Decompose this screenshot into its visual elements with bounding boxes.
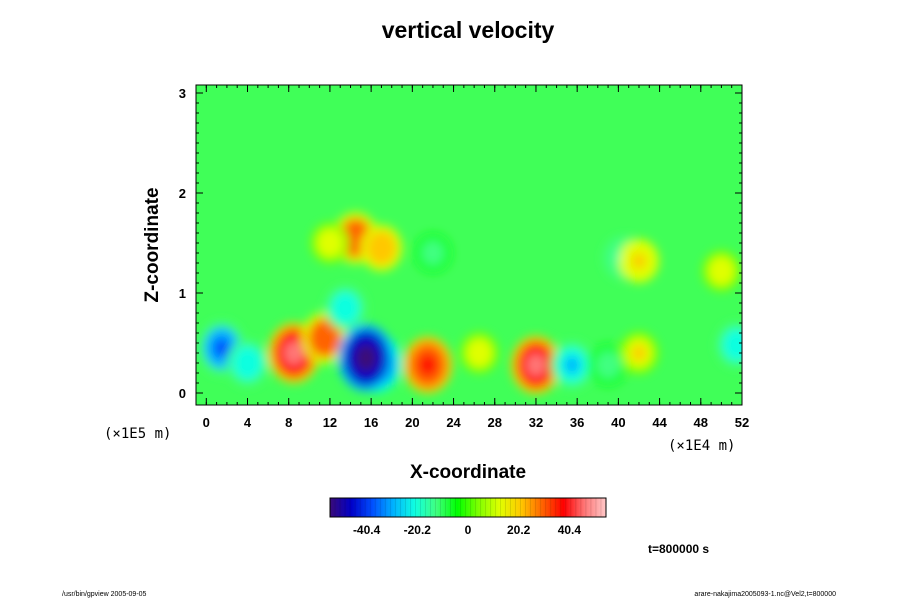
- x-tick-label: 52: [735, 415, 749, 430]
- colorbar: [329, 497, 607, 518]
- x-tick-label: 24: [446, 415, 461, 430]
- z-tick-label: 0: [179, 386, 186, 401]
- plot-frame: [195, 84, 743, 406]
- x-tick-label: 0: [203, 415, 210, 430]
- x-tick-label: 28: [488, 415, 502, 430]
- colorbar-tick-label: 20.2: [507, 523, 531, 537]
- heatmap-feature-core: [316, 328, 334, 348]
- z-tick-label: 1: [179, 286, 186, 301]
- time-label: t=800000 s: [648, 542, 709, 556]
- heatmap-feature-core: [374, 239, 389, 257]
- heatmap-feature-core: [426, 246, 440, 260]
- x-tick-label: 36: [570, 415, 584, 430]
- heatmap-feature-core: [564, 356, 580, 374]
- x-tick-label: 16: [364, 415, 378, 430]
- footer-right: arare-nakajima2005093-1.nc@Vel2,t=800000: [694, 591, 836, 598]
- x-axis-label: X-coordinate: [410, 462, 526, 483]
- x-tick-label: 4: [244, 415, 252, 430]
- heatmap-feature-core: [714, 263, 728, 279]
- heatmap-feature-core: [240, 354, 255, 372]
- heatmap-feature-core: [213, 337, 231, 359]
- heatmap-feature-core: [729, 336, 742, 354]
- x-tick-label: 20: [405, 415, 419, 430]
- heatmap-feature-core: [418, 353, 437, 377]
- heatmap-feature-core: [526, 353, 546, 377]
- z-unit-label: (×1E5 m): [104, 426, 171, 442]
- colorbar-tick-label: -20.2: [404, 523, 432, 537]
- colorbar-stripes: [334, 498, 602, 517]
- x-tick-label: 48: [694, 415, 708, 430]
- heatmap-feature-core: [354, 344, 378, 372]
- x-tick-label: 12: [323, 415, 337, 430]
- colorbar-tick-label: 0: [465, 523, 472, 537]
- x-tick-label: 8: [285, 415, 292, 430]
- heatmap-feature-core: [472, 345, 486, 361]
- x-tick-label: 32: [529, 415, 543, 430]
- x-tick-label: 40: [611, 415, 625, 430]
- heatmap-feature-core: [323, 235, 337, 251]
- heatmap-field: [196, 85, 742, 405]
- footer-left: /usr/bin/gpview 2005-09-05: [62, 591, 147, 598]
- colorbar-tick-label: -40.4: [353, 523, 381, 537]
- x-axis: 0 4 8 12 16 20 24 28 32 36 40 44 48 52: [203, 85, 749, 430]
- z-tick-label: 2: [179, 186, 186, 201]
- z-axis-label: Z-coordinate: [142, 187, 163, 302]
- x-tick-label: 44: [652, 415, 667, 430]
- x-unit-label: (×1E4 m): [668, 438, 735, 454]
- colorbar-tick-label: 40.4: [558, 523, 582, 537]
- chart-title: vertical velocity: [382, 17, 555, 43]
- heatmap-feature-core: [632, 253, 646, 269]
- z-axis: 0 1 2 3: [179, 86, 742, 401]
- colorbar-ticks: -40.4 -20.2 0 20.2 40.4: [353, 523, 581, 537]
- heatmap-feature-core: [338, 299, 353, 317]
- heatmap-feature-core: [632, 345, 646, 361]
- heatmap-feature-core: [284, 340, 304, 366]
- heatmap-feature-core: [601, 357, 615, 373]
- heatmap-feature-core: [347, 228, 364, 248]
- z-tick-label: 3: [179, 86, 186, 101]
